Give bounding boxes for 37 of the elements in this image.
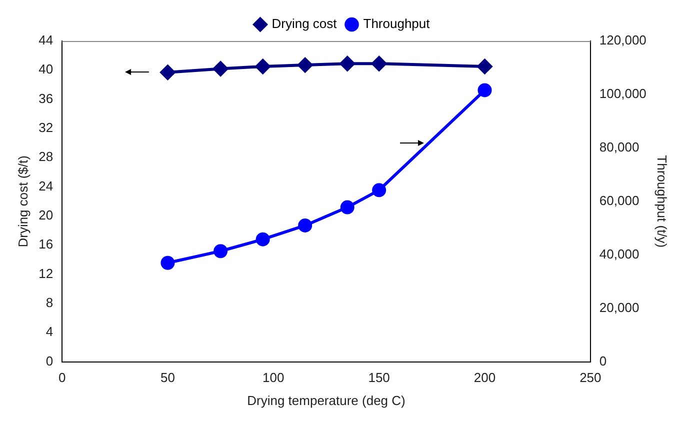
x-tick-label: 150 <box>368 370 390 386</box>
y-tick-label: 44 <box>38 32 54 48</box>
x-tick-label: 50 <box>160 370 175 386</box>
y2-tick-label: 40,000 <box>599 246 640 262</box>
x-tick-label: 250 <box>580 370 602 386</box>
point <box>372 183 386 198</box>
point <box>160 256 175 270</box>
y2-tick-label: 0 <box>599 353 607 368</box>
y-axis-title: Drying cost ($/t) <box>15 156 30 248</box>
y2-axis-title: Throughput (t/y) <box>654 155 670 248</box>
y-tick-label: 8 <box>46 295 54 310</box>
y-tick-label: 16 <box>38 236 54 252</box>
point <box>214 244 228 258</box>
x-tick-label: 200 <box>474 370 496 386</box>
point <box>478 83 492 98</box>
y-tick-label: 20 <box>38 208 54 223</box>
y2-tick-label: 100,000 <box>599 86 646 102</box>
point <box>256 232 270 246</box>
y-tick-label: 40 <box>38 62 54 77</box>
y-tick-label: 36 <box>38 90 54 106</box>
y2-tick-label: 60,000 <box>599 192 640 208</box>
x-tick-label: 0 <box>58 370 66 386</box>
x-tick-label: 100 <box>262 370 284 386</box>
point <box>298 218 312 232</box>
y2-tick-label: 20,000 <box>599 300 640 315</box>
y-tick-label: 12 <box>38 266 54 281</box>
y-tick-label: 24 <box>38 178 54 194</box>
point <box>340 200 354 214</box>
y-tick-label: 4 <box>46 324 54 340</box>
x-axis-title: Drying temperature (deg C) <box>247 392 406 408</box>
y-tick-label: 32 <box>38 120 54 136</box>
y2-tick-label: 80,000 <box>599 140 640 155</box>
y2-tick-label: 120,000 <box>599 32 646 48</box>
y-tick-label: 28 <box>38 149 54 164</box>
y-tick-label: 0 <box>46 353 54 368</box>
legend-label: Throughput <box>363 16 430 32</box>
legend-label: Drying cost <box>272 16 338 32</box>
